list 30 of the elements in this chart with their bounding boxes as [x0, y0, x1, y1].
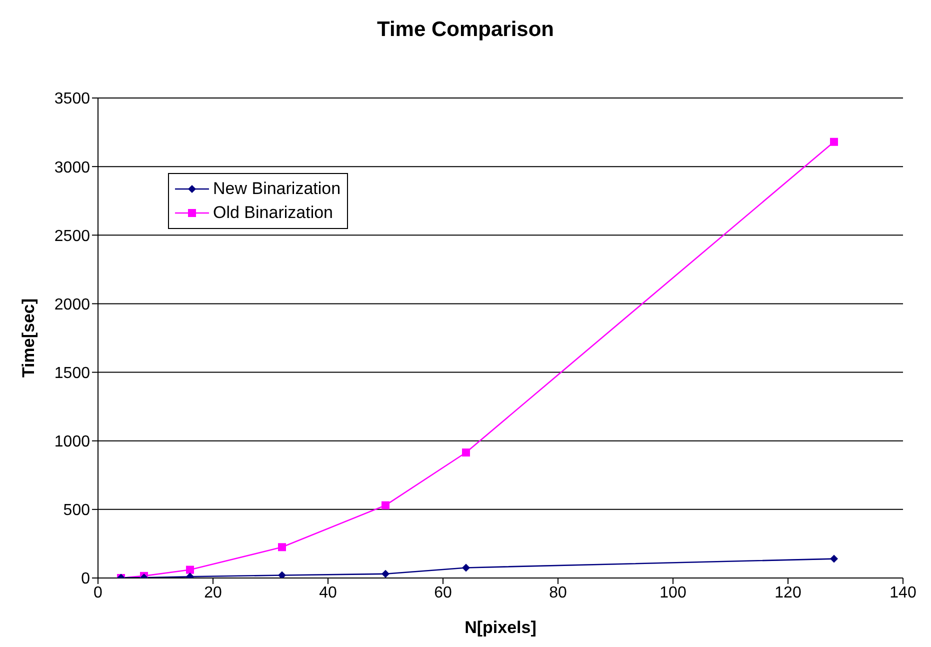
- y-tick-label: 3500: [54, 90, 90, 108]
- chart-title: Time Comparison: [376, 17, 555, 43]
- legend-label: Old Binarization: [213, 202, 334, 224]
- point: [382, 501, 390, 510]
- point: [830, 554, 838, 563]
- x-tick-label: 0: [94, 584, 103, 602]
- y-axis-title: Time[sec]: [19, 298, 38, 378]
- point: [462, 564, 470, 572]
- point: [278, 543, 286, 552]
- y-tick-label: 2500: [54, 228, 90, 245]
- x-tick-label: 120: [774, 584, 802, 602]
- x-tick-label: 40: [319, 584, 337, 602]
- point: [278, 571, 286, 578]
- x-tick-label: 100: [660, 584, 686, 602]
- y-tick-label: 1500: [54, 364, 90, 382]
- x-axis-title: N[pixels]: [464, 618, 536, 637]
- x-tick-label: 20: [204, 584, 222, 602]
- point: [186, 566, 194, 574]
- point: [830, 138, 838, 146]
- legend-label: New Binarization: [213, 178, 341, 200]
- point: [382, 570, 390, 578]
- y-tick-label: 1000: [54, 434, 90, 451]
- y-tick-label: 2000: [54, 296, 90, 314]
- x-tick-label: 60: [434, 584, 452, 602]
- x-tick-label: 140: [890, 584, 916, 602]
- y-tick-label: 500: [63, 502, 90, 520]
- y-tick-label: 0: [81, 570, 90, 588]
- point: [462, 448, 470, 457]
- y-tick-label: 3000: [54, 159, 90, 176]
- x-tick-label: 80: [549, 584, 567, 602]
